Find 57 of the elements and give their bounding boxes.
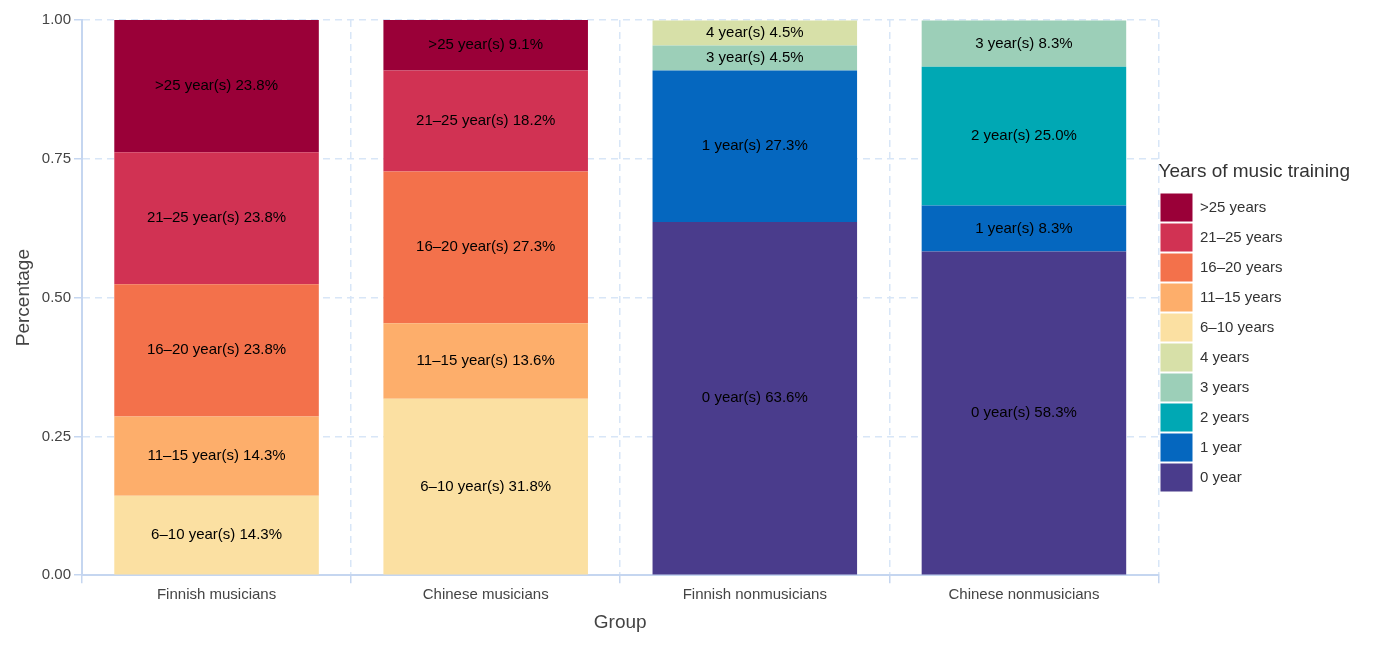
x-tick-label: Chinese nonmusicians xyxy=(948,585,1100,603)
bar xyxy=(921,251,1127,575)
bar xyxy=(114,152,319,285)
legend-label: 6–10 years xyxy=(1200,317,1275,335)
data-label: 16–20 year(s) 27.3% xyxy=(416,237,556,255)
y-axis-title: Percentage xyxy=(11,249,33,347)
legend-label: 3 years xyxy=(1200,377,1250,395)
y-tick-label: 0.25 xyxy=(41,426,71,444)
bar xyxy=(114,284,319,417)
data-label: 2 year(s) 25.0% xyxy=(970,126,1077,144)
legend-label: >25 years xyxy=(1200,197,1267,215)
bar xyxy=(921,205,1127,252)
data-label: 21–25 year(s) 18.2% xyxy=(416,111,556,129)
bar xyxy=(114,20,319,153)
data-label: 11–15 year(s) 13.6% xyxy=(416,351,555,369)
x-tick-label: Finnish nonmusicians xyxy=(682,585,827,603)
legend-label: 4 years xyxy=(1200,347,1250,365)
legend-label: 2 years xyxy=(1200,407,1250,425)
bar xyxy=(383,171,588,324)
data-label: 16–20 year(s) 23.8% xyxy=(146,340,287,358)
data-label: 4 year(s) 4.5% xyxy=(706,23,804,41)
y-tick-label: 0.50 xyxy=(41,287,71,305)
bar xyxy=(383,323,588,399)
legend-label: 16–20 years xyxy=(1200,257,1283,275)
bar xyxy=(383,398,588,575)
x-axis-title: Group xyxy=(593,610,647,632)
data-label: 6–10 year(s) 14.3% xyxy=(151,525,283,543)
bar xyxy=(921,66,1127,206)
data-label: >25 year(s) 9.1% xyxy=(428,35,543,53)
data-label: 1 year(s) 27.3% xyxy=(701,136,808,154)
data-label: 6–10 year(s) 31.8% xyxy=(420,476,552,494)
data-label: >25 year(s) 23.8% xyxy=(155,76,279,94)
x-tick-label: Chinese musicians xyxy=(422,585,549,603)
legend-label: 0 year xyxy=(1200,467,1242,485)
data-label: 0 year(s) 58.3% xyxy=(970,403,1077,421)
bar xyxy=(652,70,858,223)
bar xyxy=(383,20,588,71)
bar xyxy=(383,70,588,172)
y-tick-label: 0.75 xyxy=(41,148,71,166)
legend-label: 11–15 years xyxy=(1200,287,1282,305)
legend-title: Years of music training xyxy=(1158,160,1351,182)
y-tick-label: 1.00 xyxy=(41,10,71,28)
data-label: 3 year(s) 8.3% xyxy=(975,33,1073,51)
y-tick-label: 0.00 xyxy=(41,565,71,583)
bar xyxy=(114,495,319,575)
data-label: 11–15 year(s) 14.3% xyxy=(147,446,286,464)
legend-label: 1 year xyxy=(1200,437,1242,455)
bar xyxy=(652,20,858,46)
data-label: 1 year(s) 8.3% xyxy=(975,218,1073,236)
bar xyxy=(652,222,858,575)
data-label: 0 year(s) 63.6% xyxy=(701,388,808,406)
data-label: 3 year(s) 4.5% xyxy=(706,48,804,66)
data-label: 21–25 year(s) 23.8% xyxy=(146,208,287,226)
x-tick-label: Finnish musicians xyxy=(156,585,277,603)
bar xyxy=(114,416,319,496)
bar xyxy=(921,20,1127,67)
legend-label: 21–25 years xyxy=(1200,227,1283,245)
